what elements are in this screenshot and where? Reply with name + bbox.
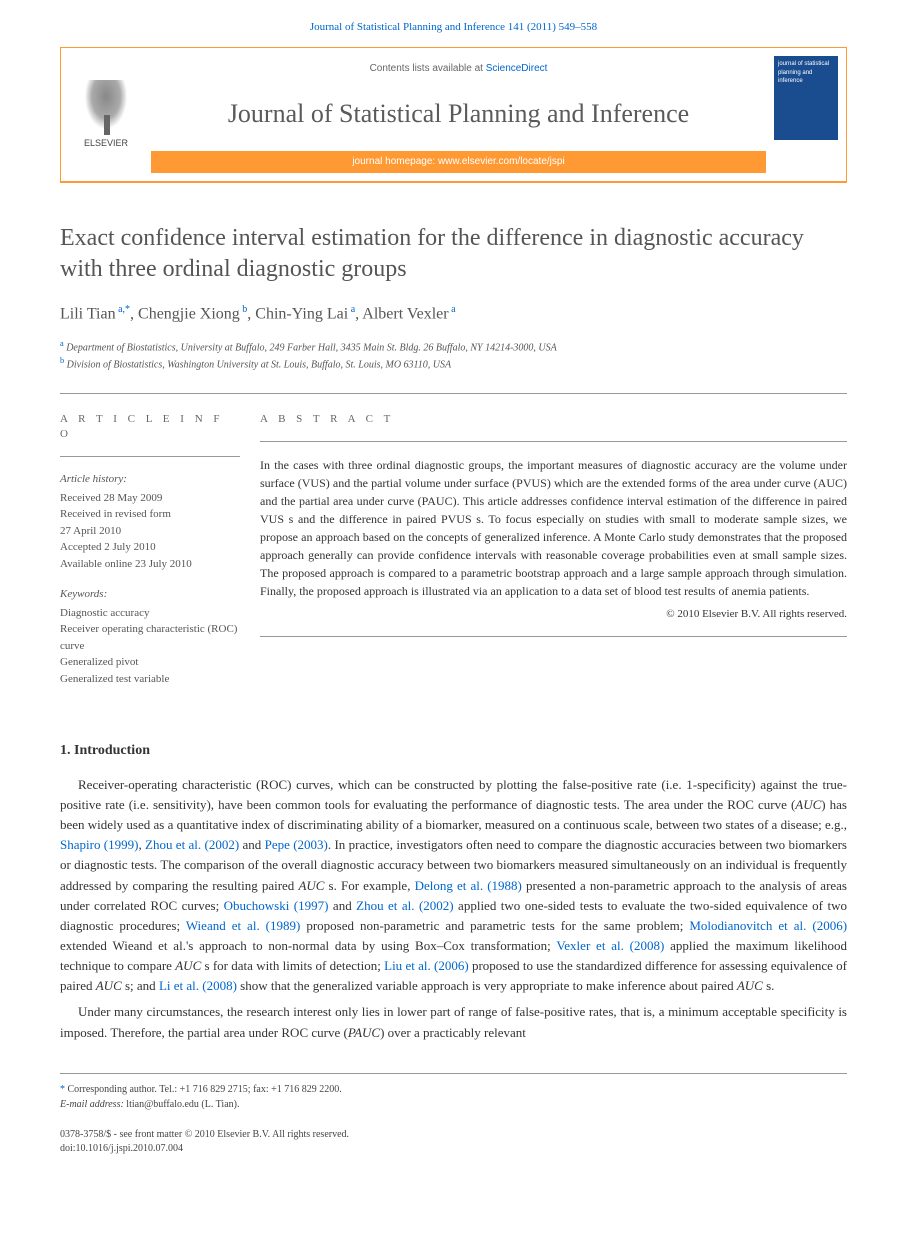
keyword-item: Generalized pivot <box>60 654 240 671</box>
header-citation: Journal of Statistical Planning and Infe… <box>0 0 907 47</box>
section-heading-intro: 1. Introduction <box>60 741 847 761</box>
citation-link[interactable]: Shapiro (1999) <box>60 837 138 852</box>
author-list: Lili Tian a,*, Chengjie Xiong b, Chin-Yi… <box>60 303 847 326</box>
keyword-item: Diagnostic accuracy <box>60 605 240 622</box>
footnotes: * Corresponding author. Tel.: +1 716 829… <box>60 1073 847 1112</box>
intro-paragraph-1: Receiver-operating characteristic (ROC) … <box>60 775 847 997</box>
issn-line: 0378-3758/$ - see front matter © 2010 El… <box>60 1128 847 1142</box>
history-line: Received 28 May 2009 <box>60 490 240 507</box>
abstract-heading: A B S T R A C T <box>260 412 847 442</box>
elsevier-logo: ELSEVIER <box>71 75 141 155</box>
citation-link[interactable]: Zhou et al. (2002) <box>356 898 453 913</box>
publisher-logo-container: ELSEVIER <box>61 48 151 180</box>
history-line: 27 April 2010 <box>60 523 240 540</box>
journal-cover-container: journal of statistical planning and infe… <box>766 48 846 180</box>
term-italic: AUC <box>175 958 201 973</box>
contents-available-line: Contents lists available at ScienceDirec… <box>151 56 766 86</box>
citation-link[interactable]: Molodianovitch et al. (2006) <box>689 918 847 933</box>
corresponding-author-note: * Corresponding author. Tel.: +1 716 829… <box>60 1082 847 1097</box>
term-italic: PAUC <box>348 1025 380 1040</box>
email-line: E-mail address: ltian@buffalo.edu (L. Ti… <box>60 1097 847 1112</box>
history-line: Accepted 2 July 2010 <box>60 539 240 556</box>
keywords-block: Keywords: Diagnostic accuracyReceiver op… <box>60 586 240 687</box>
sciencedirect-link[interactable]: ScienceDirect <box>486 63 548 74</box>
keyword-item: Receiver operating characteristic (ROC) … <box>60 621 240 654</box>
keywords-label: Keywords: <box>60 586 240 603</box>
abstract-column: A B S T R A C T In the cases with three … <box>260 412 847 702</box>
contents-prefix: Contents lists available at <box>370 63 486 74</box>
citation-link[interactable]: Li et al. (2008) <box>159 978 237 993</box>
article-title: Exact confidence interval estimation for… <box>60 223 847 285</box>
asterisk-icon: * <box>60 1084 65 1095</box>
citation-link[interactable]: Obuchowski (1997) <box>224 898 329 913</box>
section-title: Introduction <box>74 743 150 758</box>
affiliation-line: b Division of Biostatistics, Washington … <box>60 355 847 372</box>
doi-line: doi:10.1016/j.jspi.2010.07.004 <box>60 1142 847 1156</box>
elsevier-tree-icon <box>81 80 131 135</box>
history-line: Available online 23 July 2010 <box>60 556 240 573</box>
history-line: Received in revised form <box>60 506 240 523</box>
article-info-column: A R T I C L E I N F O Article history: R… <box>60 412 260 702</box>
term-italic: AUC <box>298 878 324 893</box>
term-italic: AUC <box>795 797 821 812</box>
citation-link[interactable]: Vexler et al. (2008) <box>556 938 664 953</box>
affiliations: a Department of Biostatistics, Universit… <box>60 338 847 373</box>
citation-link[interactable]: Pepe (2003) <box>265 837 328 852</box>
homepage-link[interactable]: www.elsevier.com/locate/jspi <box>438 156 565 167</box>
abstract-copyright: © 2010 Elsevier B.V. All rights reserved… <box>260 606 847 623</box>
journal-masthead: ELSEVIER Contents lists available at Sci… <box>60 47 847 182</box>
journal-cover-thumbnail: journal of statistical planning and infe… <box>774 56 838 140</box>
footer-block: 0378-3758/$ - see front matter © 2010 El… <box>60 1128 847 1156</box>
citation-link[interactable]: Liu et al. (2006) <box>384 958 469 973</box>
term-italic: AUC <box>737 978 763 993</box>
article-body: Exact confidence interval estimation for… <box>0 223 907 1156</box>
homepage-bar: journal homepage: www.elsevier.com/locat… <box>151 151 766 173</box>
homepage-prefix: journal homepage: <box>352 156 438 167</box>
info-abstract-row: A R T I C L E I N F O Article history: R… <box>60 393 847 702</box>
intro-paragraph-2: Under many circumstances, the research i… <box>60 1002 847 1042</box>
abstract-text: In the cases with three ordinal diagnost… <box>260 456 847 638</box>
journal-name: Journal of Statistical Planning and Infe… <box>151 86 766 150</box>
abstract-body: In the cases with three ordinal diagnost… <box>260 458 847 598</box>
email-label: E-mail address: <box>60 1099 124 1110</box>
corr-author-text: Corresponding author. Tel.: +1 716 829 2… <box>68 1084 342 1095</box>
keyword-item: Generalized test variable <box>60 671 240 688</box>
citation-link[interactable]: Delong et al. (1988) <box>415 878 522 893</box>
masthead-center: Contents lists available at ScienceDirec… <box>151 48 766 180</box>
affiliation-line: a Department of Biostatistics, Universit… <box>60 338 847 355</box>
citation-link[interactable]: Zhou et al. (2002) <box>145 837 239 852</box>
publisher-name: ELSEVIER <box>84 137 128 150</box>
article-history-block: Article history: Received 28 May 2009Rec… <box>60 471 240 572</box>
history-label: Article history: <box>60 471 240 488</box>
section-number: 1. <box>60 743 71 758</box>
term-italic: AUC <box>96 978 122 993</box>
email-address: ltian@buffalo.edu (L. Tian). <box>126 1099 239 1110</box>
article-info-heading: A R T I C L E I N F O <box>60 412 240 458</box>
citation-link[interactable]: Wieand et al. (1989) <box>186 918 301 933</box>
